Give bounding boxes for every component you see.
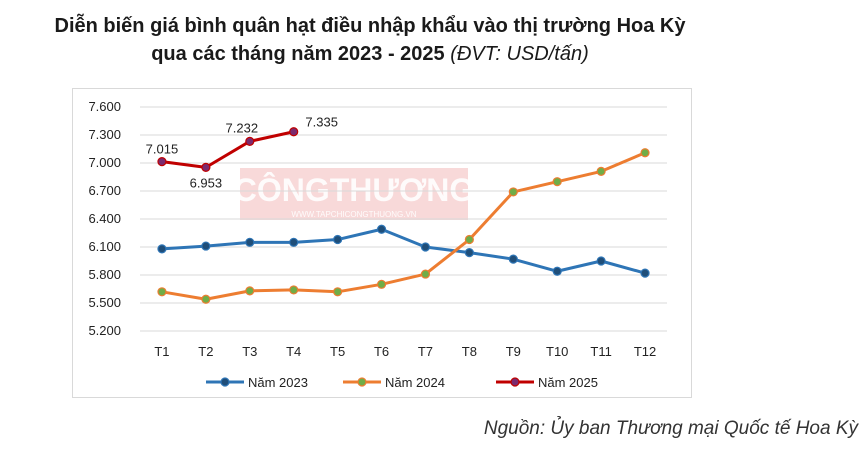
series-line-2 (161, 151, 646, 301)
data-point (245, 237, 255, 247)
data-label: 7.015 (146, 142, 179, 157)
y-tick-label: 6.700 (88, 183, 121, 198)
watermark-site: WWW.TAPCHICONGTHUONG.VN (291, 210, 416, 219)
x-axis-ticks: T1 T2 T3 T4 T5 T6 T7 T8 T9 T10 T11 T12 (154, 344, 656, 359)
data-point (552, 177, 562, 187)
data-point (157, 157, 167, 167)
data-point (376, 224, 387, 234)
data-labels: 7.015 6.953 7.232 7.335 (146, 115, 338, 191)
data-point (464, 248, 474, 258)
source-note: Nguồn: Ủy ban Thương mại Quốc tế Hoa Kỳ (483, 418, 858, 439)
x-tick-label: T8 (462, 344, 477, 359)
legend: Năm 2023 Năm 2024 Năm 2025 (206, 375, 598, 390)
data-point (289, 127, 299, 137)
data-point (157, 244, 167, 254)
legend-swatch-marker (510, 377, 520, 387)
data-label: 6.953 (190, 175, 223, 190)
y-tick-label: 5.800 (88, 267, 121, 282)
data-point (508, 254, 518, 264)
data-point (201, 241, 211, 251)
chart-unit: (ĐVT: USD/tấn) (450, 43, 589, 65)
data-label: 7.232 (226, 120, 259, 135)
data-point (289, 285, 299, 295)
data-point (333, 287, 343, 297)
series-lines (157, 127, 650, 304)
data-point (552, 266, 562, 276)
x-tick-label: T6 (374, 344, 389, 359)
chart-frame (72, 88, 692, 398)
chart-title-line2: qua các tháng năm 2023 - 2025 (ĐVT: USD/… (0, 40, 740, 68)
watermark-brand: CÔNGTHƯƠNG (234, 172, 475, 208)
y-tick-label: 6.100 (88, 239, 121, 254)
legend-swatch-marker (357, 377, 367, 387)
y-tick-label: 5.200 (88, 323, 121, 338)
legend-label: Năm 2024 (385, 375, 445, 390)
legend-swatch-marker (220, 377, 230, 387)
chart-title: Diễn biến giá bình quân hạt điều nhập kh… (0, 12, 740, 68)
data-point (157, 287, 167, 297)
data-point (201, 162, 211, 172)
data-label: 7.335 (305, 115, 338, 130)
data-point (289, 237, 299, 247)
data-point (201, 294, 211, 304)
data-point (333, 234, 343, 245)
x-tick-label: T2 (198, 344, 213, 359)
y-tick-label: 6.400 (88, 211, 121, 226)
x-tick-label: T12 (634, 344, 656, 359)
data-point (420, 269, 431, 279)
data-point (464, 234, 474, 245)
x-tick-label: T5 (330, 344, 345, 359)
data-point (376, 279, 387, 289)
watermark-box (240, 168, 468, 220)
data-point (420, 242, 431, 252)
legend-label: Năm 2023 (248, 375, 308, 390)
data-point (245, 286, 255, 296)
x-tick-label: T4 (286, 344, 301, 359)
x-tick-label: T1 (154, 344, 169, 359)
gridlines (140, 106, 667, 332)
x-tick-label: T11 (590, 344, 611, 359)
series-line-3 (161, 130, 295, 169)
x-tick-label: T3 (242, 344, 257, 359)
x-tick-label: T7 (418, 344, 433, 359)
data-point (596, 166, 606, 176)
data-point (640, 148, 650, 158)
watermark: CÔNGTHƯƠNG WWW.TAPCHICONGTHUONG.VN (234, 168, 475, 220)
y-tick-label: 5.500 (88, 295, 121, 310)
data-point (640, 268, 650, 278)
data-point (245, 136, 255, 146)
y-tick-label: 7.000 (88, 155, 121, 170)
y-tick-label: 7.600 (88, 99, 121, 114)
chart-title-line1: Diễn biến giá bình quân hạt điều nhập kh… (54, 15, 686, 37)
y-axis-ticks: 5.200 5.500 5.800 6.100 6.400 6.700 7.000 7.300… (88, 99, 121, 338)
data-point (508, 187, 518, 197)
chart-title-period: qua các tháng năm 2023 - 2025 (151, 43, 445, 65)
series-line-1 (161, 227, 646, 275)
x-tick-label: T9 (506, 344, 521, 359)
x-tick-label: T10 (546, 344, 568, 359)
y-tick-label: 7.300 (88, 127, 121, 142)
data-point (596, 256, 606, 266)
legend-label: Năm 2025 (538, 375, 598, 390)
